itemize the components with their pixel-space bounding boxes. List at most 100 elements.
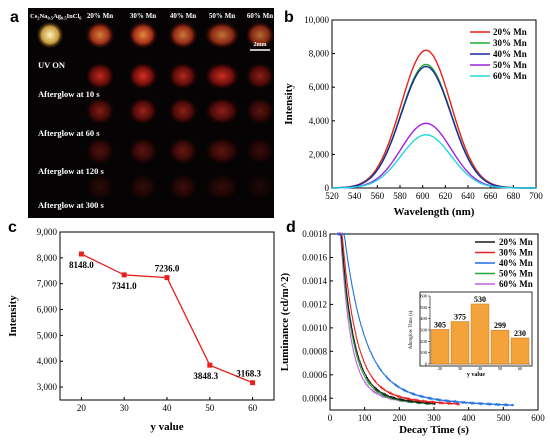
- panel-c-letter: c: [8, 219, 17, 236]
- sample-glow: [245, 21, 275, 49]
- sample-glow: [85, 173, 115, 201]
- b-xtick-label: 540: [348, 191, 362, 201]
- inset-xtick-label: 60: [518, 366, 523, 371]
- b-series-line: [331, 133, 536, 189]
- d-xtick-label: 200: [393, 413, 407, 423]
- inset-bar-label: 375: [454, 313, 466, 322]
- d-xtick-label: 600: [531, 413, 545, 423]
- b-legend-label: 30% Mn: [493, 38, 527, 48]
- sample-glow: [245, 137, 275, 165]
- inset-ytick-label: 0: [425, 362, 428, 367]
- sample-glow: [128, 137, 158, 165]
- inset-xtick-label: 50: [498, 366, 503, 371]
- inset-ytick-label: 500: [420, 305, 428, 310]
- sample-glow: [204, 173, 240, 201]
- inset-xtick-label: 40: [478, 366, 483, 371]
- d-ytick-label: 0.0016: [302, 252, 327, 262]
- d-xtick-label: 500: [497, 413, 511, 423]
- inset-bar: [510, 337, 530, 365]
- inset-ytick-label: 400: [420, 316, 428, 321]
- d-xtick-label: 0: [328, 413, 333, 423]
- d-xtick-label: 100: [358, 413, 372, 423]
- c-point-label: 8148.0: [69, 260, 94, 270]
- panel-a-row-label-4: Afterglow at 300 s: [38, 200, 105, 210]
- b-xtick-label: 520: [325, 191, 339, 201]
- sample-glow: [168, 97, 198, 125]
- c-ytick-label: 5,000: [37, 330, 58, 340]
- d-ytick-label: 0.0008: [302, 346, 327, 356]
- sample-glow: [128, 21, 158, 49]
- c-point: [121, 272, 127, 278]
- inset-bar-label: 299: [494, 321, 506, 330]
- inset-bar: [430, 329, 450, 365]
- b-ytick-label: 6,000: [309, 82, 330, 92]
- d-series-line: [336, 232, 434, 406]
- c-point-label: 3168.3: [236, 369, 261, 379]
- b-legend-label: 50% Mn: [493, 60, 527, 70]
- inset-xlabel: y value: [467, 372, 486, 378]
- b-ytick-label: 8,000: [309, 49, 330, 59]
- sample-glow: [36, 21, 64, 49]
- panel-b-series: [331, 49, 536, 189]
- panel-a-row-label-2: Afterglow at 60 s: [38, 128, 100, 138]
- panel-d-inset: Afterglow Time (s) y value 0 100 200 300 400…: [409, 291, 533, 378]
- inset-xtick-label: 20: [438, 366, 443, 371]
- d-ytick-label: 0.0018: [302, 229, 327, 239]
- b-series-line: [332, 122, 536, 189]
- panel-a-letter: a: [10, 9, 19, 26]
- panel-b-axes: 520 540 560 580 600 620 640 660 680 700 0 2,000 4,00…: [304, 15, 543, 201]
- panel-b-letter: b: [284, 9, 294, 26]
- inset-ytick-label: 300: [420, 328, 428, 333]
- panel-d-ylabel: Luminance (cd/m^2): [279, 272, 291, 371]
- panel-b: b 520 540 560 580 600 620 640 660 680 700 0 2,000 4,…: [283, 9, 543, 218]
- d-ytick-label: 0.0004: [302, 393, 327, 403]
- c-ytick-label: 6,000: [37, 305, 58, 315]
- panel-d-xlabel: Decay Time (s): [399, 424, 469, 436]
- c-point: [164, 275, 170, 281]
- inset-bar: [490, 329, 510, 365]
- d-ytick-label: 0.0014: [302, 276, 327, 286]
- inset-bar: [450, 321, 470, 365]
- c-ytick-label: 4,000: [37, 356, 58, 366]
- d-series-line: [336, 232, 436, 406]
- d-xtick-label: 300: [427, 413, 441, 423]
- c-xtick-label: 50: [205, 403, 215, 413]
- c-xtick-label: 60: [248, 403, 258, 413]
- panel-a: a Cs2Na0.5Ag0.5InCl6 20% Mn 30% Mn 40% M…: [10, 8, 275, 218]
- c-xtick-label: 20: [77, 403, 87, 413]
- panel-d-letter: d: [286, 219, 296, 236]
- d-legend-label: 40% Mn: [499, 258, 533, 268]
- c-xtick-label: 40: [163, 403, 173, 413]
- sample-glow: [245, 62, 275, 90]
- b-ytick-label: 0: [325, 183, 330, 193]
- b-ytick-label: 4,000: [309, 116, 330, 126]
- panel-d-axes: 0 100 200 300 400 500 6000.00040.00060.00080.0…: [302, 229, 545, 423]
- c-point-label: 7236.0: [155, 264, 180, 274]
- d-ytick-label: 0.0012: [302, 299, 327, 309]
- panel-a-row-label-1: Afterglow at 10 s: [38, 89, 100, 99]
- inset-xtick-label: 30: [458, 366, 463, 371]
- sample-glow: [168, 137, 198, 165]
- inset-bar: [470, 303, 490, 365]
- panel-a-row-label-0: UV ON: [38, 60, 66, 70]
- panel-a-col-header-2: 30% Mn: [130, 12, 156, 20]
- d-legend-label: 30% Mn: [499, 248, 533, 258]
- c-point: [207, 362, 213, 368]
- c-point: [78, 251, 84, 257]
- sample-glow: [85, 62, 115, 90]
- b-xtick-label: 640: [461, 191, 475, 201]
- d-xtick-label: 400: [462, 413, 476, 423]
- sample-glow: [204, 62, 240, 90]
- d-series-line: [336, 231, 461, 406]
- b-xtick-label: 700: [529, 191, 543, 201]
- inset-ytick-label: 600: [420, 294, 428, 299]
- d-ytick-label: 0.0006: [302, 370, 327, 380]
- b-xtick-label: 600: [416, 191, 430, 201]
- inset-bar-label: 530: [474, 295, 486, 304]
- b-legend-label: 60% Mn: [493, 71, 527, 81]
- panel-c: c 20 30 40 50 60 3,000 4,000 5,000 6,000 7,000 8,0…: [7, 219, 275, 433]
- c-point: [250, 380, 256, 386]
- inset-bar-label: 305: [434, 320, 446, 329]
- inset-bar-label: 230: [514, 329, 526, 338]
